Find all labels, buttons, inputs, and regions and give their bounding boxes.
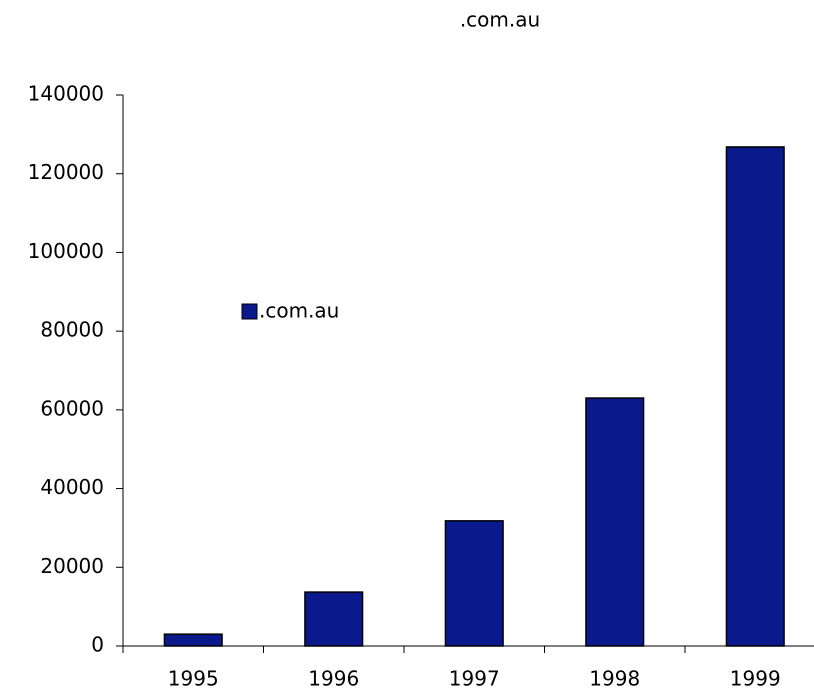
legend-label: .com.au	[259, 299, 339, 323]
y-tick-label: 120000	[28, 160, 104, 184]
chart-title: .com.au	[460, 8, 540, 32]
y-tick-label: 60000	[40, 396, 104, 420]
y-tick-label: 20000	[40, 554, 104, 578]
y-tick-label: 140000	[28, 82, 104, 106]
y-tick-label: 100000	[28, 239, 104, 263]
y-tick-label: 40000	[40, 475, 104, 499]
x-tick-label: 1999	[730, 667, 781, 691]
bar	[304, 591, 364, 647]
x-tick-label: 1998	[589, 667, 640, 691]
bar	[444, 520, 504, 647]
y-tick-label: 80000	[40, 318, 104, 342]
bar	[725, 146, 785, 647]
bar	[163, 633, 223, 647]
x-tick-label: 1995	[168, 667, 219, 691]
legend-swatch	[241, 303, 258, 320]
x-tick-label: 1996	[308, 667, 359, 691]
bar	[585, 397, 645, 647]
x-tick-label: 1997	[449, 667, 500, 691]
y-tick-label: 0	[91, 633, 104, 657]
